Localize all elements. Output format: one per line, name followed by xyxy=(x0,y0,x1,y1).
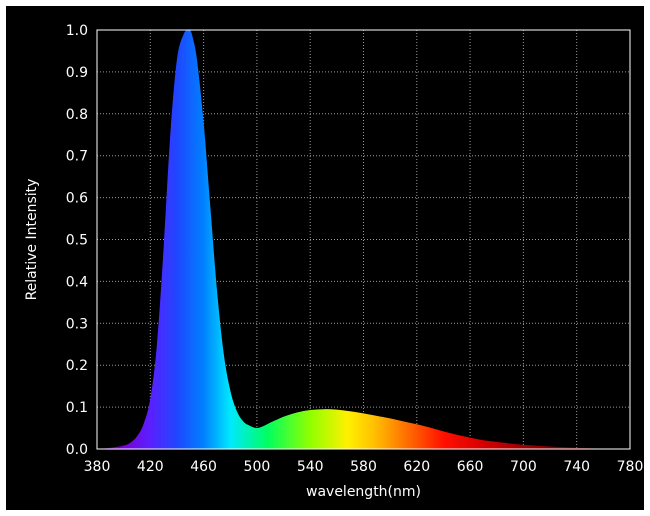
x-tick-label: 580 xyxy=(350,459,377,475)
x-axis-label: wavelength(nm) xyxy=(306,484,421,500)
y-tick-label: 0.2 xyxy=(66,358,88,374)
y-tick-label: 0.7 xyxy=(66,149,88,165)
x-tick-label: 460 xyxy=(190,459,217,475)
x-tick-label: 740 xyxy=(563,459,590,475)
plot-border xyxy=(96,29,631,450)
x-tick-label: 620 xyxy=(403,459,430,475)
y-tick-label: 0.3 xyxy=(66,316,88,332)
spectrum-chart: 380 420 460 500 540 580 620 660 700 740 780 0.0 0.1… xyxy=(24,23,644,500)
y-tick-label: 0.4 xyxy=(66,274,88,290)
grid-lines xyxy=(97,30,630,449)
y-tick-label: 1.0 xyxy=(66,23,88,39)
y-tick-label: 0.6 xyxy=(66,191,88,207)
x-tick-label: 540 xyxy=(297,459,324,475)
y-tick-label: 0.1 xyxy=(66,400,88,416)
y-axis-label: Relative Intensity xyxy=(24,179,40,301)
y-tick-label: 0.9 xyxy=(66,65,88,81)
y-tick-label: 0.0 xyxy=(66,442,88,458)
x-tick-label: 380 xyxy=(84,459,111,475)
chart-frame: 380 420 460 500 540 580 620 660 700 740 780 0.0 0.1… xyxy=(6,6,644,510)
x-tick-label: 700 xyxy=(510,459,537,475)
y-tick-label: 0.5 xyxy=(66,233,88,249)
x-tick-label: 660 xyxy=(457,459,484,475)
x-tick-label: 780 xyxy=(617,459,644,475)
spectrum-area xyxy=(97,30,630,449)
y-tick-label: 0.8 xyxy=(66,107,88,123)
x-tick-labels: 380 420 460 500 540 580 620 660 700 740 780 xyxy=(84,459,644,475)
x-tick-label: 500 xyxy=(244,459,271,475)
y-tick-labels: 0.0 0.1 0.2 0.3 0.4 0.5 0.6 0.7 0.8 0.9 1.0 xyxy=(66,23,88,458)
x-tick-label: 420 xyxy=(137,459,164,475)
